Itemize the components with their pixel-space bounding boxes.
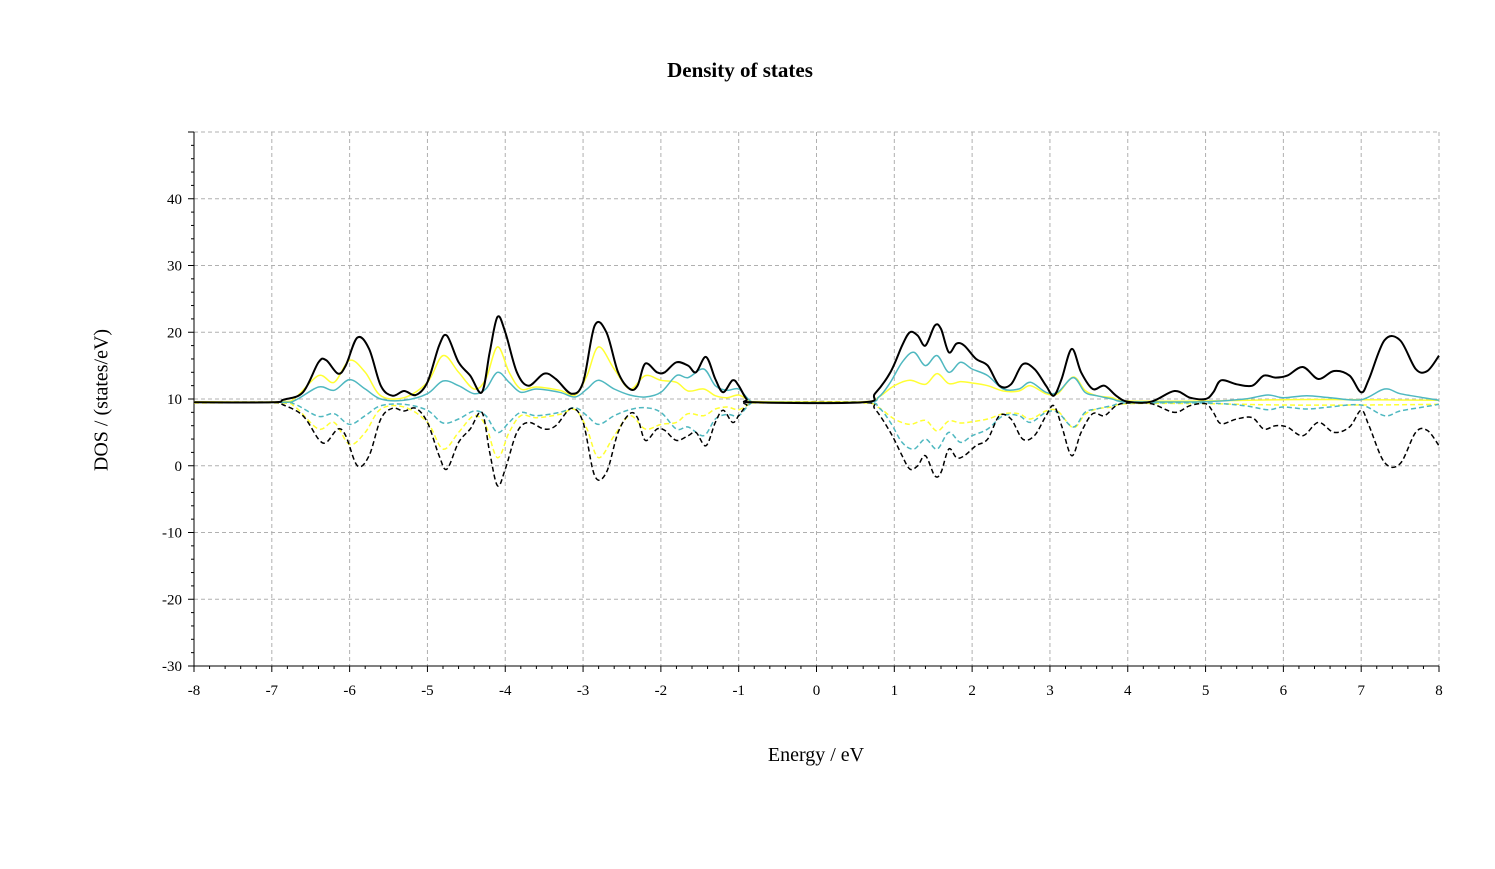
y-tick-label: 40 <box>167 192 182 208</box>
x-tick-label: -2 <box>655 683 668 699</box>
series-line-0 <box>193 315 1440 405</box>
chart-title: Density of states <box>667 58 813 82</box>
x-tick-label: -7 <box>266 683 279 699</box>
x-tick-label: -3 <box>577 683 590 699</box>
x-tick-label: 3 <box>1046 683 1054 699</box>
x-tick-label: 5 <box>1202 683 1210 699</box>
y-tick-label: 0 <box>175 459 183 475</box>
x-tick-label: 0 <box>813 683 821 699</box>
y-tick-label: 20 <box>167 325 182 341</box>
x-tick-label: -4 <box>499 683 512 699</box>
x-tick-label: 6 <box>1280 683 1288 699</box>
x-tick-label: -1 <box>732 683 745 699</box>
y-tick-label: -30 <box>162 659 182 675</box>
y-tick-label: 10 <box>167 392 182 408</box>
x-tick-label: -8 <box>188 683 201 699</box>
x-axis-label: Energy / eV <box>767 744 865 766</box>
y-tick-label: 30 <box>167 259 182 275</box>
x-tick-label: 8 <box>1435 683 1443 699</box>
x-tick-label: 1 <box>891 683 899 699</box>
y-tick-label: -20 <box>162 592 182 608</box>
x-tick-label: 4 <box>1124 683 1132 699</box>
y-tick-label: -10 <box>162 526 182 542</box>
x-tick-label: 2 <box>968 683 976 699</box>
series-line-3 <box>193 400 1440 488</box>
x-tick-label: 7 <box>1357 683 1365 699</box>
x-tick-label: -6 <box>343 683 356 699</box>
x-tick-label: -5 <box>421 683 434 699</box>
series-line-5 <box>193 401 1440 459</box>
